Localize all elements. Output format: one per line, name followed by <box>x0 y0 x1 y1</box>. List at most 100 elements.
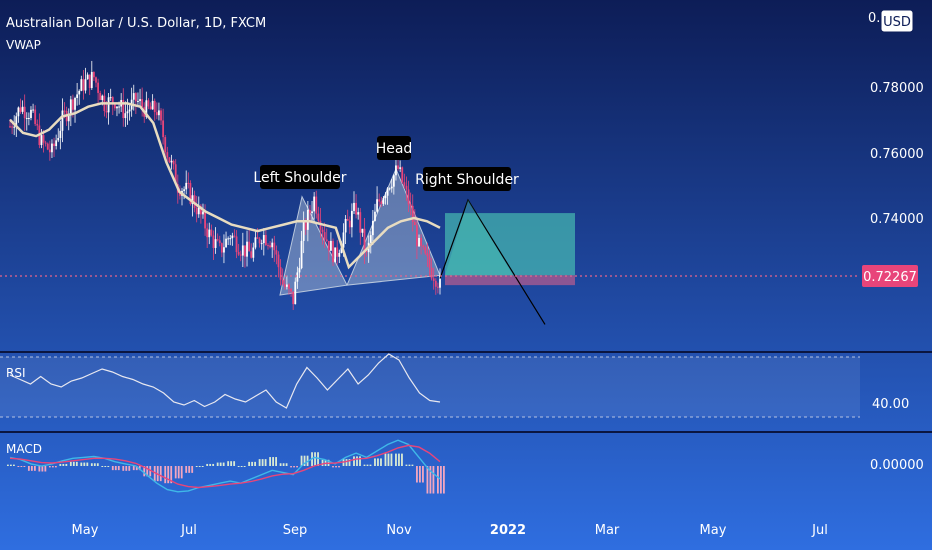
target-zone[interactable] <box>445 213 575 276</box>
macd-histogram-bar <box>83 462 86 466</box>
macd-histogram-bar <box>335 466 337 468</box>
candle-body <box>34 109 37 125</box>
candle-body <box>128 109 131 112</box>
label-right-shoulder[interactable]: Right Shoulder <box>415 167 519 191</box>
macd-lines <box>7 439 445 494</box>
macd-histogram-bar <box>408 464 411 466</box>
candle-body <box>185 182 188 190</box>
candle-body <box>124 113 127 119</box>
rsi-band <box>0 357 860 417</box>
macd-histogram-bar <box>13 464 15 466</box>
macd-histogram-bar <box>251 461 254 466</box>
macd-histogram-bar <box>180 466 183 479</box>
candle-body <box>237 252 240 255</box>
candle-body <box>90 71 93 89</box>
candle-body <box>21 106 24 112</box>
stop-zone[interactable] <box>445 275 575 286</box>
macd-histogram-bar <box>366 464 369 466</box>
macd-value: 0.00000 <box>870 458 924 473</box>
macd-histogram-bar <box>432 466 435 494</box>
candle-body <box>46 143 49 150</box>
macd-histogram-bar <box>20 466 23 467</box>
macd-histogram-bar <box>33 466 36 471</box>
candle-body <box>225 238 227 248</box>
candle-body <box>426 253 429 257</box>
risk-reward-zones[interactable] <box>445 213 575 286</box>
candle-body <box>227 238 230 240</box>
macd-histogram-bar <box>90 463 93 466</box>
macd-histogram-bar <box>248 461 251 466</box>
projection-line[interactable] <box>439 198 546 325</box>
macd-histogram-bar <box>317 452 319 466</box>
candle-body <box>36 124 39 126</box>
candle-body <box>116 106 118 109</box>
macd-histogram-bar <box>44 466 47 472</box>
macd-histogram-bar <box>387 453 390 466</box>
macd-histogram-bar <box>62 463 65 466</box>
signal-path <box>9 444 441 489</box>
price-tick-1: 0.78000 <box>870 81 924 96</box>
macd-histogram-bar <box>125 466 128 471</box>
macd-histogram-bar <box>48 466 51 468</box>
candle-body <box>199 205 202 215</box>
macd-histogram-bar <box>198 466 201 467</box>
candle-body <box>80 79 83 91</box>
candle-body <box>42 135 45 143</box>
candle-body <box>74 97 76 110</box>
time-axis[interactable]: May Jul Sep Nov 2022 Mar May Jul <box>72 523 828 538</box>
candle-body <box>262 235 265 244</box>
currency-badge-text: USD <box>883 15 911 30</box>
candle-body <box>334 247 337 263</box>
macd-histogram-bar <box>426 466 429 494</box>
candle-body <box>388 188 391 190</box>
rsi-label[interactable]: RSI <box>6 366 26 380</box>
candle-body <box>101 95 104 101</box>
candle-body <box>434 280 437 287</box>
label-head[interactable]: Head <box>376 136 413 160</box>
time-tick-6: May <box>700 523 727 538</box>
candle-body <box>428 256 431 268</box>
indicator-vwap-label[interactable]: VWAP <box>6 38 41 52</box>
candle-body <box>30 109 32 118</box>
candle-body <box>246 241 248 257</box>
candle-body <box>405 185 408 190</box>
candle-body <box>134 93 137 102</box>
candle-body <box>109 97 112 99</box>
candle-body <box>269 245 271 248</box>
candle-body <box>357 212 360 215</box>
currency-badge[interactable] <box>880 9 914 33</box>
candle-body <box>294 281 297 305</box>
macd-histogram-bar <box>111 466 114 471</box>
candle-body <box>164 137 167 153</box>
candle-body <box>252 247 255 258</box>
label-left-shoulder[interactable]: Left Shoulder <box>253 165 347 189</box>
candle-body <box>323 232 326 240</box>
macd-histogram-bar <box>41 466 44 472</box>
projection-path[interactable] <box>439 198 546 325</box>
candle-body <box>113 103 116 109</box>
candle-body <box>57 138 60 141</box>
macd-label[interactable]: MACD <box>6 442 42 456</box>
candle-body <box>386 188 389 196</box>
macd-histogram-bar <box>138 466 141 471</box>
macd-histogram-bar <box>174 466 177 479</box>
macd-histogram-bar <box>282 463 285 466</box>
candle-body <box>63 110 66 112</box>
candle-body <box>403 182 406 186</box>
symbol-title[interactable]: Australian Dollar / U.S. Dollar, 1D, FXC… <box>6 16 266 31</box>
time-tick-1: Jul <box>180 523 197 538</box>
time-tick-0: May <box>72 523 99 538</box>
candle-body <box>401 167 404 183</box>
candle-body <box>13 126 16 128</box>
candle-body <box>315 196 318 214</box>
candle-body <box>376 199 378 212</box>
macd-histogram-bar <box>338 466 340 468</box>
candle-body <box>122 99 125 119</box>
macd-histogram-bar <box>59 463 62 466</box>
macd-histogram-bar <box>7 464 9 466</box>
macd-histogram-bar <box>170 466 173 484</box>
time-tick-5: Mar <box>595 523 620 538</box>
price-axis[interactable]: 0.8 USD 0.78000 0.76000 0.74000 0.72267 <box>862 9 924 287</box>
macd-histogram-bar <box>363 464 366 466</box>
rsi-value: 40.00 <box>872 397 909 412</box>
